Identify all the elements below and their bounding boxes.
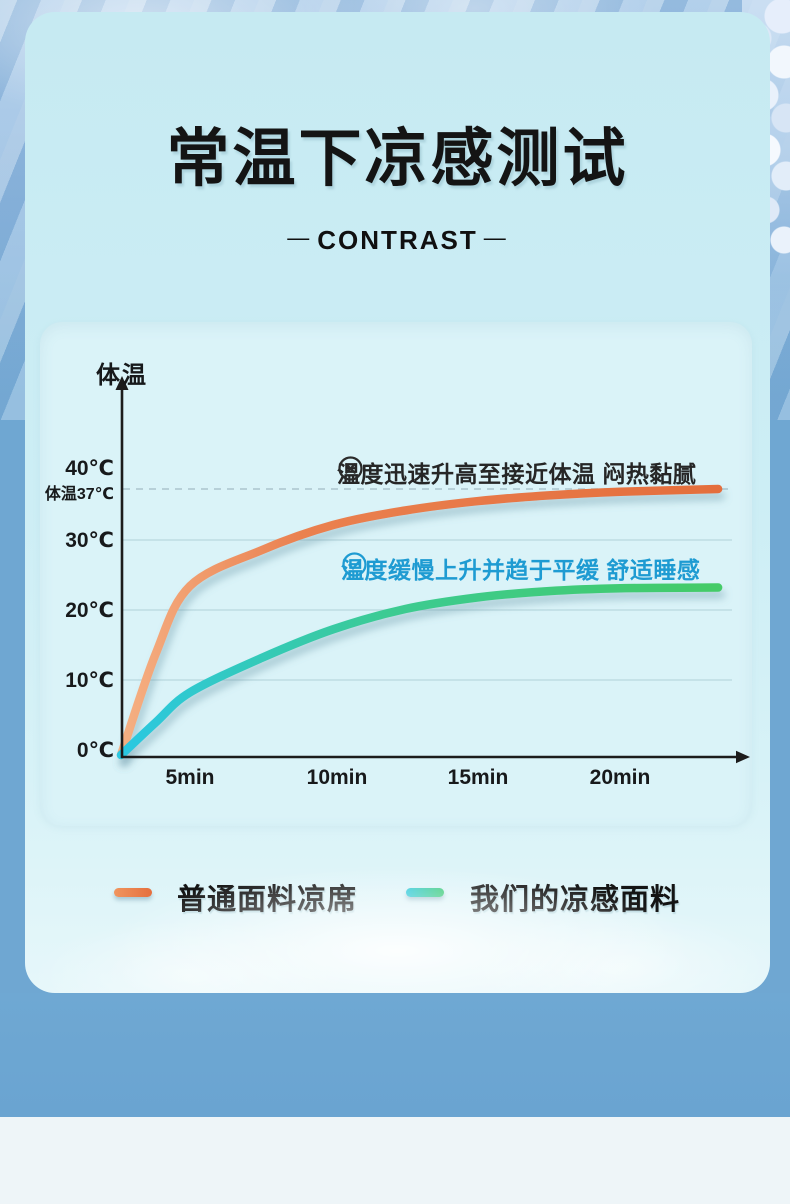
annotation-cooling-fabric: 温度缓慢上升并趋于平缓 舒适睡感 [341, 551, 700, 585]
legend-swatch-cooling [406, 888, 444, 897]
ytick-0: 0℃ [76, 739, 114, 762]
x-axis-arrow [736, 750, 750, 764]
curve-ordinary-mat [116, 484, 723, 760]
content-card: 常温下凉感测试 — CONTRAST — [25, 12, 770, 993]
subtitle-right-dash: — [483, 225, 508, 250]
gridlines [123, 539, 732, 681]
curve-cooling-fabric [116, 583, 723, 760]
temperature-line-chart [115, 376, 750, 764]
xtick-15min: 15min [447, 766, 509, 789]
y-axis-arrow [115, 376, 129, 390]
chart-panel: 体温 40℃ 体温37℃ 30℃ 20℃ 10℃ 0℃ 5min 10min 1… [40, 322, 752, 826]
ytick-40: 40℃ [65, 457, 114, 480]
y-axis-title: 体温 [96, 362, 148, 389]
check-circle-icon [342, 552, 367, 577]
legend-swatch-ordinary [114, 888, 152, 897]
annotation-cooling-text: 温度缓慢上升并趋于平缓 舒适睡感 [341, 557, 701, 583]
subtitle: — CONTRAST — [25, 225, 770, 256]
xtick-20min: 20min [589, 766, 651, 789]
annotation-ordinary-mat: 温度迅速升高至接近体温 闷热黏腻 [337, 455, 696, 489]
axes [120, 390, 736, 759]
annotation-ordinary-text: 温度迅速升高至接近体温 闷热黏腻 [337, 461, 697, 487]
subtitle-text: CONTRAST [317, 225, 478, 255]
bottom-light-band [0, 1117, 790, 1204]
ytick-20: 20℃ [65, 599, 114, 622]
legend-label-cooling: 我们的凉感面料 [470, 884, 681, 916]
legend-label-ordinary: 普通面料凉席 [177, 884, 358, 916]
x-circle-icon [338, 456, 363, 481]
ytick-10: 10℃ [65, 669, 114, 692]
ytick-30: 30℃ [65, 529, 114, 552]
ytick-37-bodytemp: 体温37℃ [44, 486, 114, 503]
xtick-5min: 5min [165, 766, 215, 789]
xtick-10min: 10min [306, 766, 368, 789]
subtitle-left-dash: — [287, 225, 312, 250]
bottom-blue-band [0, 993, 790, 1117]
page-title: 常温下凉感测试 [166, 124, 629, 194]
